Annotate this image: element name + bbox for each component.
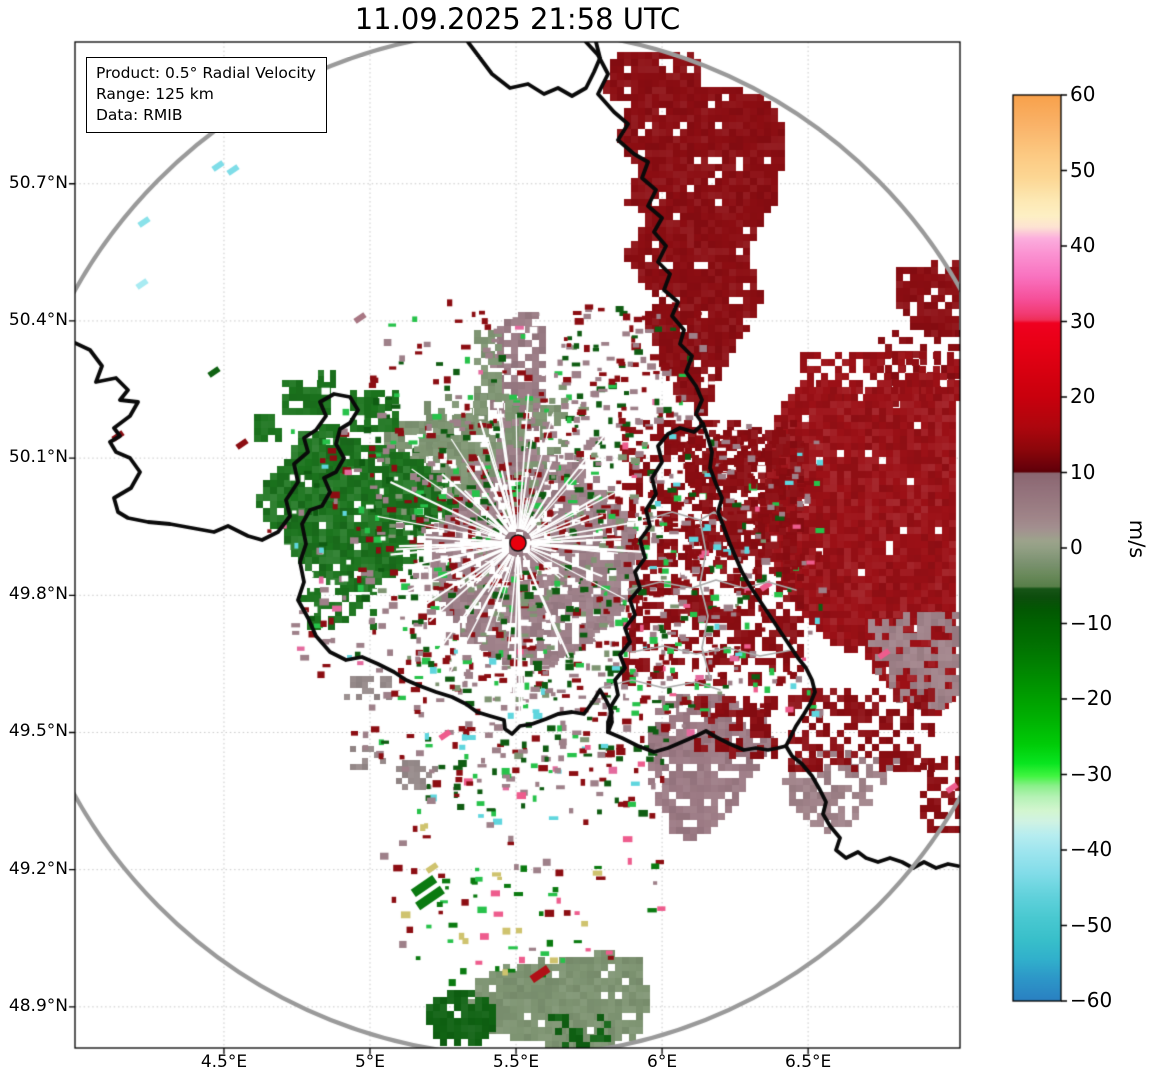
product-info-range: Range: 125 km — [96, 85, 214, 103]
y-tick-label: 49.2°N — [8, 858, 68, 879]
colorbar-tick-label: 40 — [1070, 233, 1096, 257]
x-tick-label: 6.5°E — [784, 1052, 832, 1072]
colorbar-units-label: m/s — [1125, 519, 1150, 559]
x-tick-label: 5.5°E — [492, 1052, 540, 1072]
colorbar-tick-label: −20 — [1070, 686, 1113, 710]
colorbar-tick-label: −60 — [1070, 988, 1113, 1012]
colorbar-tick-label: −40 — [1070, 837, 1113, 861]
colorbar-tick-label: −50 — [1070, 912, 1113, 937]
x-tick-label: 4.5°E — [200, 1052, 248, 1072]
colorbar-tick-label: 0 — [1070, 535, 1083, 559]
product-info-box: Product: 0.5° Radial Velocity Range: 125… — [86, 57, 327, 133]
colorbar-tick-label: 30 — [1070, 308, 1096, 333]
product-info-product: Product: 0.5° Radial Velocity — [96, 64, 316, 82]
x-tick-label: 5°E — [354, 1052, 386, 1072]
colorbar-tick-label: 50 — [1070, 157, 1096, 182]
y-tick-label: 50.7°N — [8, 172, 68, 193]
y-tick-label: 50.4°N — [8, 309, 68, 330]
y-tick-label: 49.5°N — [8, 721, 68, 742]
colorbar-tick-label: 10 — [1070, 459, 1096, 484]
colorbar-tick-label: 60 — [1070, 82, 1096, 106]
y-tick-label: 49.8°N — [8, 584, 68, 605]
product-info-source: Data: RMIB — [96, 106, 183, 124]
x-tick-label: 6°E — [647, 1052, 678, 1072]
colorbar-tick-label: −30 — [1070, 761, 1113, 786]
y-tick-label: 50.1°N — [8, 447, 68, 468]
colorbar-tick-label: −10 — [1070, 610, 1113, 635]
colorbar-tick-label: 20 — [1070, 384, 1096, 408]
y-tick-label: 48.9°N — [8, 995, 68, 1016]
plot-title: 11.09.2025 21:58 UTC — [354, 2, 681, 36]
